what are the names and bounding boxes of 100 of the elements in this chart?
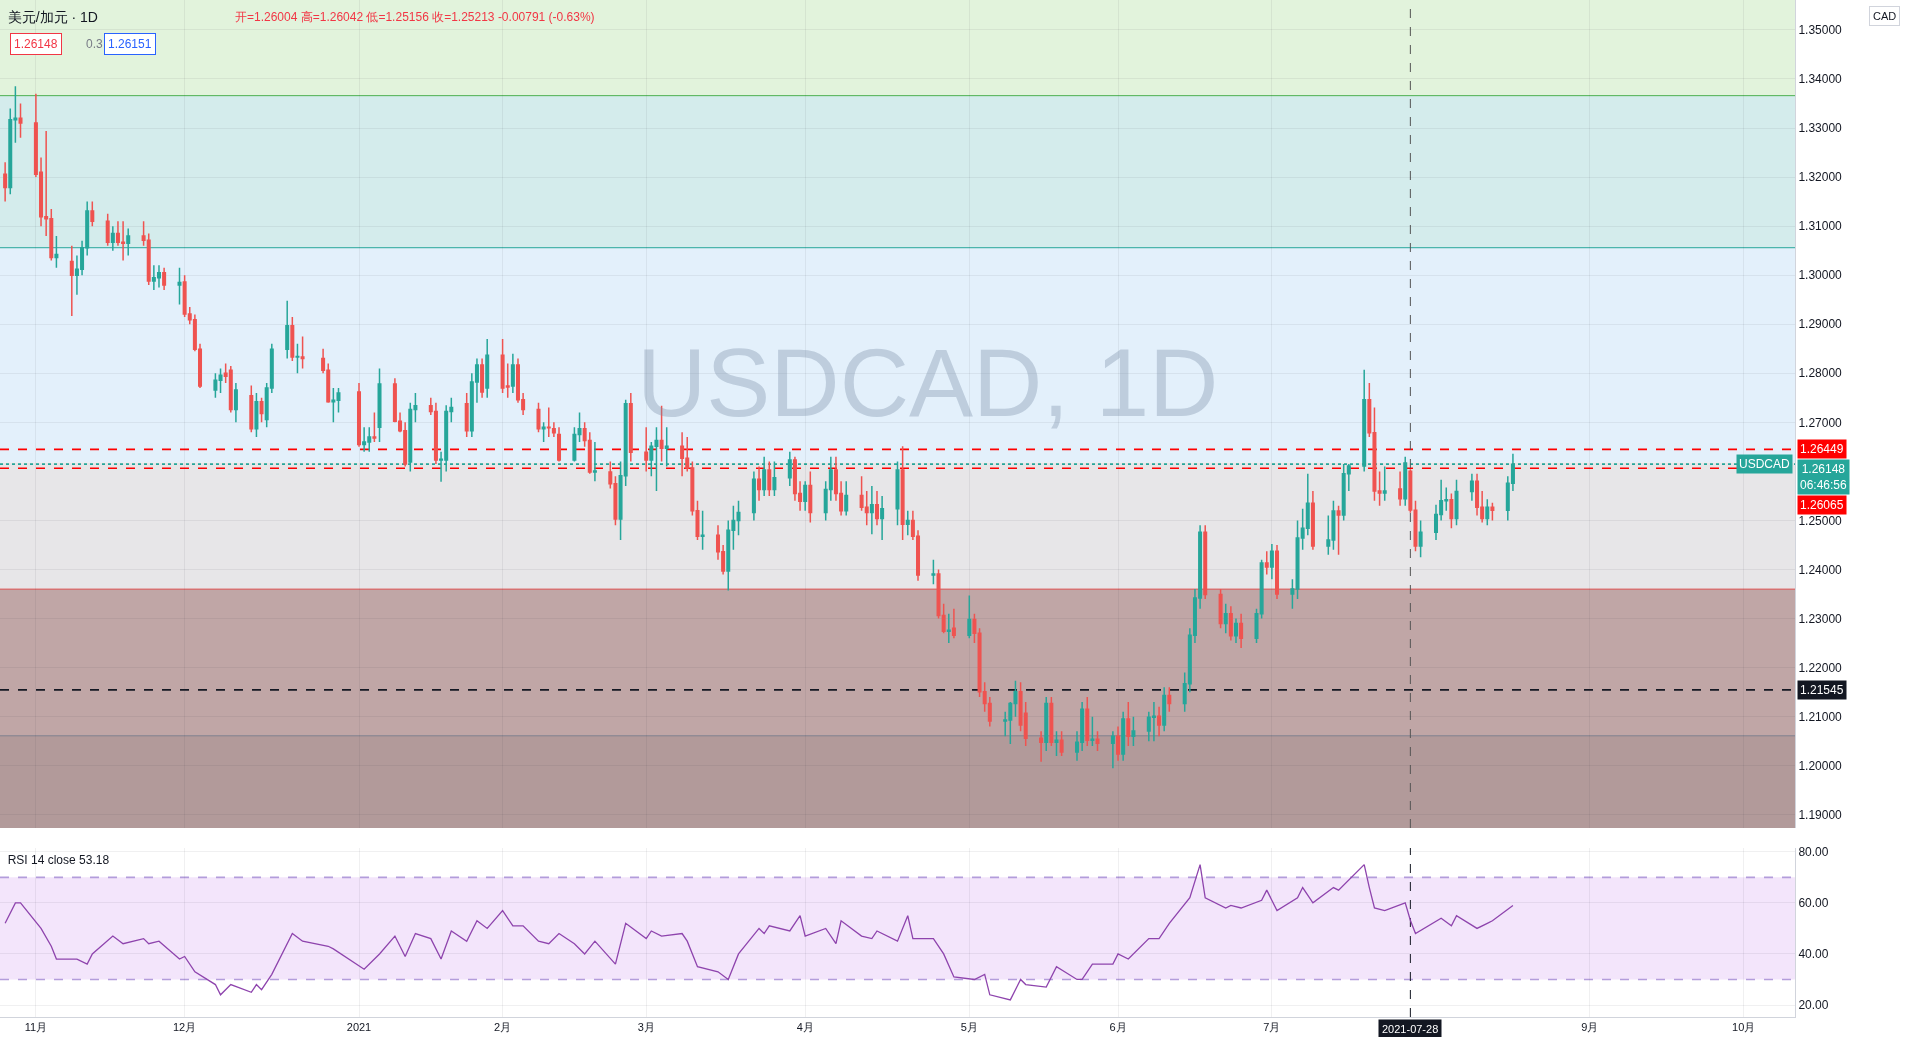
candlestick (951, 607, 956, 639)
candlestick (900, 445, 905, 541)
x-tick-label: 11月 (24, 1021, 48, 1034)
text: CAD (1873, 10, 1897, 22)
candlestick (1151, 701, 1156, 742)
x-tick-label: 5月 (960, 1021, 978, 1034)
candlestick (1110, 730, 1115, 769)
line-series (4, 863, 1514, 1001)
candlestick (967, 594, 972, 639)
x-tick-label: 9月 (1581, 1021, 1599, 1034)
annotation: USDCAD (1739, 457, 1791, 471)
ref-line-label: 1.26065 (1800, 498, 1844, 512)
candlestick (464, 392, 469, 438)
ref-line-label: 1.26449 (1800, 442, 1844, 456)
annotation: 1.26148 (14, 37, 58, 51)
candlestick (700, 509, 705, 551)
candlestick (233, 382, 238, 424)
candlestick (803, 480, 808, 512)
x-tick-label: 7月 (1263, 1021, 1281, 1034)
candlestick (433, 401, 438, 465)
candlestick (249, 384, 254, 433)
x-tick-label: 3月 (637, 1021, 655, 1034)
candlestick (177, 267, 182, 306)
candlestick (480, 357, 485, 399)
candlestick (1269, 543, 1274, 581)
candlestick (69, 245, 74, 317)
candlestick (1490, 502, 1495, 522)
y-tick-label: 1.34000 (1798, 72, 1843, 87)
x-tick-label: 6月 (1109, 1021, 1127, 1034)
x-tick-label: 10月 (1732, 1021, 1756, 1034)
text: 美元/加元 · 1D (7, 8, 98, 25)
candlestick (972, 612, 977, 644)
x-tick-label: 2月 (494, 1021, 512, 1034)
candlestick (1054, 730, 1059, 757)
candlestick (290, 316, 295, 362)
candlestick (105, 213, 110, 247)
candlestick (1228, 605, 1233, 642)
candlestick (1116, 725, 1121, 762)
candlestick (1377, 470, 1382, 507)
candlestick (1044, 696, 1049, 752)
y-tick-label: 1.23000 (1798, 611, 1843, 626)
y-tick-label: 1.31000 (1798, 219, 1843, 234)
candlestick (1059, 730, 1064, 757)
ref-line-label: 1.21545 (1800, 683, 1844, 697)
y-tick-label: 40.00 (1798, 947, 1829, 962)
candlestick (1223, 603, 1228, 635)
candlestick (1449, 492, 1454, 530)
y-tick-label: 1.29000 (1798, 317, 1843, 332)
candlestick (362, 426, 367, 453)
candlestick (757, 465, 762, 502)
candlestick (1085, 696, 1090, 747)
candlestick (1264, 550, 1269, 576)
candlestick (541, 421, 546, 443)
candlestick (1233, 617, 1238, 644)
y-tick-label: 1.19000 (1798, 807, 1843, 822)
candlestick (680, 431, 685, 478)
annotation: 0.3 (86, 37, 104, 51)
candlestick (1090, 715, 1095, 747)
candlestick (1310, 490, 1315, 551)
candlestick (1131, 715, 1136, 747)
y-tick-label: 1.28000 (1798, 366, 1843, 381)
candlestick (1157, 706, 1162, 738)
y-tick-label: 1.27000 (1798, 415, 1843, 430)
ref-line-label: 2021-07-28 (1382, 1023, 1439, 1035)
candlestick (551, 421, 556, 438)
candlestick (577, 411, 582, 443)
candlestick (90, 200, 95, 227)
candlestick (946, 612, 951, 644)
candlestick (767, 460, 772, 497)
y-tick-label: 20.00 (1798, 998, 1829, 1013)
candlestick (3, 161, 8, 203)
candlestick (628, 392, 633, 463)
candlestick (156, 264, 161, 289)
y-tick-label: 1.35000 (1798, 23, 1843, 38)
candlestick (485, 338, 490, 399)
candlestick (1362, 369, 1367, 473)
y-tick-label: 1.33000 (1798, 121, 1843, 136)
x-tick-label: 4月 (796, 1021, 814, 1034)
candlestick (300, 335, 305, 370)
candlestick (1167, 686, 1172, 713)
candlestick (1162, 686, 1167, 733)
y-tick-label: 80.00 (1798, 845, 1829, 860)
candlestick (1469, 473, 1474, 502)
candlestick (808, 470, 813, 524)
x-tick-label: 2021 (346, 1021, 372, 1034)
candlestick (1126, 701, 1131, 747)
y-tick-label: 1.25000 (1798, 513, 1843, 528)
candlestick (931, 558, 936, 585)
candlestick (546, 406, 551, 438)
candlestick (1454, 478, 1459, 527)
candlestick (1039, 730, 1044, 763)
candlestick (751, 470, 756, 522)
candlestick (1336, 504, 1341, 556)
candlestick (869, 485, 874, 535)
candlestick (372, 411, 377, 443)
x-tick-label: 12月 (173, 1021, 197, 1034)
candlestick (1485, 498, 1490, 527)
candlestick (1398, 470, 1403, 507)
candlestick (1218, 588, 1223, 630)
candlestick (1049, 696, 1054, 747)
